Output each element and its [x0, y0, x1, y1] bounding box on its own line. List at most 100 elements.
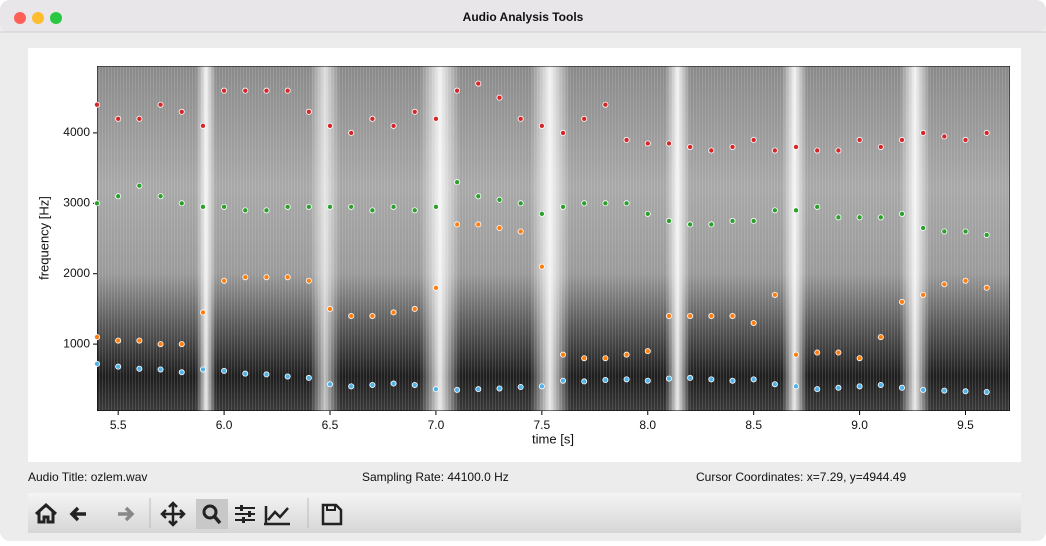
toolbar [28, 493, 1021, 533]
formant-point [877, 143, 884, 150]
formant-point [835, 349, 842, 356]
formant-point [157, 341, 164, 348]
formant-point [962, 228, 969, 235]
formant-point [962, 136, 969, 143]
formant-point [581, 355, 588, 362]
formant-point [835, 384, 842, 391]
minimize-button[interactable] [32, 12, 44, 24]
formant-point [496, 224, 503, 231]
formant-point [856, 383, 863, 390]
formant-point [348, 312, 355, 319]
x-tick-label: 6.5 [322, 418, 339, 432]
formant-point [560, 129, 567, 136]
formant-point [793, 383, 800, 390]
zoom-tool-button[interactable] [202, 504, 218, 520]
formant-point [94, 360, 101, 367]
formant-point [538, 263, 545, 270]
formant-point [199, 122, 206, 129]
formant-point [390, 380, 397, 387]
close-button[interactable] [14, 12, 26, 24]
x-tick-label: 7.5 [534, 418, 551, 432]
formant-point [263, 87, 270, 94]
home-button[interactable] [34, 502, 58, 524]
formant-point [920, 386, 927, 393]
formant-point [475, 221, 482, 228]
formant-point [602, 200, 609, 207]
formant-point [390, 309, 397, 316]
formant-point [687, 312, 694, 319]
formant-point [835, 147, 842, 154]
formant-point [941, 387, 948, 394]
formant-point [898, 210, 905, 217]
formant-point [941, 228, 948, 235]
cursor-coordinates: Cursor Coordinates: x=7.29, y=4944.49 [696, 470, 906, 484]
formant-point [496, 385, 503, 392]
formant-point [157, 193, 164, 200]
formant-point [390, 203, 397, 210]
zoom-button[interactable] [50, 12, 62, 24]
formant-point [178, 341, 185, 348]
formant-point [136, 115, 143, 122]
formant-point [602, 101, 609, 108]
formant-point [178, 108, 185, 115]
formant-point [644, 210, 651, 217]
edit-axis-button[interactable] [264, 506, 290, 526]
formant-point [920, 129, 927, 136]
formant-point [814, 349, 821, 356]
y-tick-label: 2000 [63, 266, 90, 280]
formant-point [369, 312, 376, 319]
formant-point [581, 200, 588, 207]
formant-point [327, 122, 334, 129]
formant-point [305, 374, 312, 381]
formant-point [115, 193, 122, 200]
formant-point [962, 277, 969, 284]
formant-point [708, 376, 715, 383]
formant-point [263, 207, 270, 214]
formant-point [560, 377, 567, 384]
formant-point [94, 200, 101, 207]
formant-point [496, 94, 503, 101]
formant-point [411, 207, 418, 214]
formant-point [814, 386, 821, 393]
formant-point [793, 351, 800, 358]
formant-point [242, 274, 249, 281]
formant-point [348, 203, 355, 210]
formant-point [115, 337, 122, 344]
formant-point [348, 383, 355, 390]
formant-point [750, 376, 757, 383]
formant-point [560, 351, 567, 358]
formant-point [136, 182, 143, 189]
formant-point [729, 312, 736, 319]
formant-point [305, 108, 312, 115]
formant-point [517, 200, 524, 207]
formant-point [920, 224, 927, 231]
formant-point [390, 122, 397, 129]
formant-point [242, 207, 249, 214]
formant-point [771, 381, 778, 388]
y-tick-label: 4000 [63, 125, 90, 139]
formant-point [432, 386, 439, 393]
formant-point [708, 312, 715, 319]
formant-point [687, 143, 694, 150]
pan-button[interactable] [160, 501, 186, 527]
formant-point [983, 284, 990, 291]
x-tick-label: 6.0 [216, 418, 233, 432]
x-tick-label: 9.5 [957, 418, 974, 432]
formant-point [305, 277, 312, 284]
x-tick-label: 8.0 [639, 418, 656, 432]
formant-point [750, 136, 757, 143]
formant-point [644, 140, 651, 147]
formant-point [157, 366, 164, 373]
formant-point [221, 87, 228, 94]
formant-point [115, 115, 122, 122]
formant-point [983, 231, 990, 238]
forward-button[interactable] [118, 506, 135, 522]
back-button[interactable] [69, 506, 86, 522]
formant-point [665, 375, 672, 382]
formant-point [771, 207, 778, 214]
formant-point [983, 129, 990, 136]
formant-point [877, 214, 884, 221]
title-bar [0, 0, 1046, 32]
formant-point [199, 203, 206, 210]
